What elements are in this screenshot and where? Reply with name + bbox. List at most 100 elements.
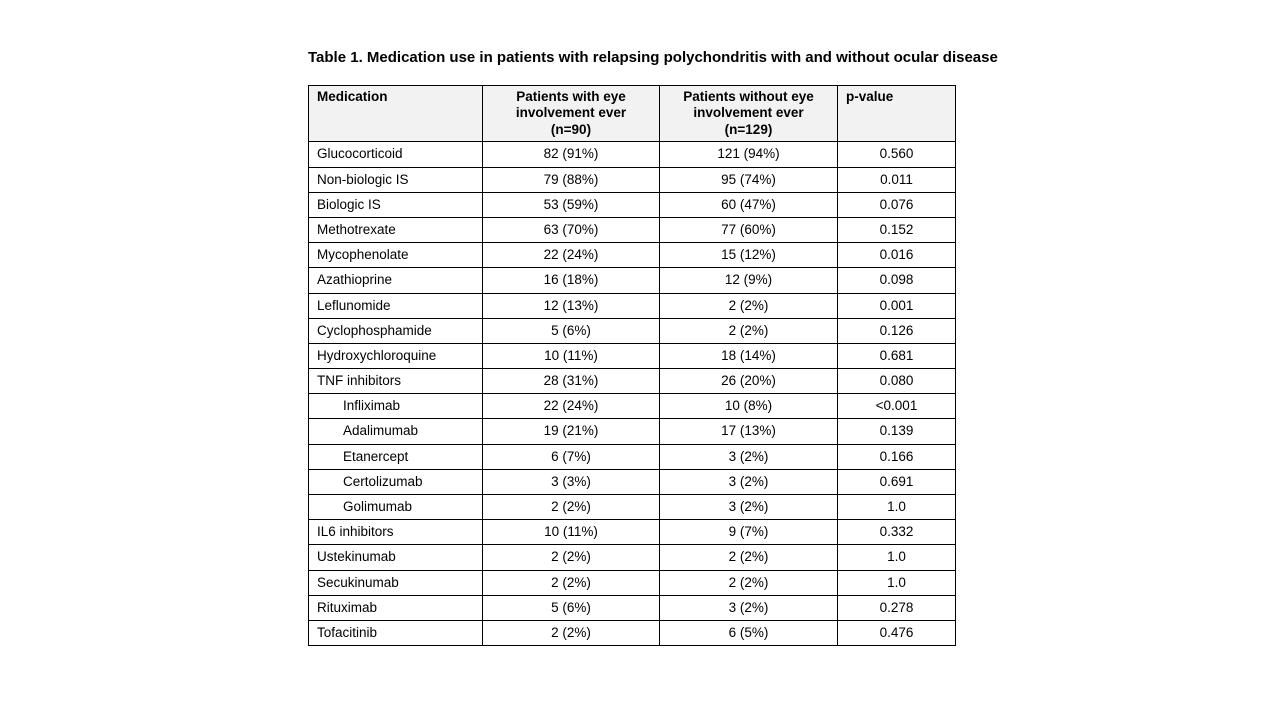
medication-cell: TNF inhibitors <box>308 368 483 395</box>
eye-involvement-cell: 3 (3%) <box>482 468 660 496</box>
medication-table: Medication Patients with eye involvement … <box>308 84 956 647</box>
table-title: Table 1. Medication use in patients with… <box>308 49 998 66</box>
table-row: Tofacitinib 2 (2%) 6 (5%) 0.476 <box>308 619 956 647</box>
eye-involvement-cell: 22 (24%) <box>482 242 660 269</box>
p-value-cell: 0.016 <box>837 242 956 269</box>
medication-cell: Rituximab <box>308 594 483 621</box>
column-header: Patients without eye involvement ever (n… <box>659 84 838 143</box>
table-row: Adalimumab 19 (21%) 17 (13%) 0.139 <box>308 418 956 445</box>
no-eye-involvement-cell: 95 (74%) <box>659 166 838 193</box>
eye-involvement-cell: 19 (21%) <box>482 418 660 445</box>
medication-cell: Azathioprine <box>308 267 483 294</box>
p-value-cell: 0.166 <box>837 443 956 470</box>
medication-cell: IL6 inhibitors <box>308 519 483 546</box>
no-eye-involvement-cell: 2 (2%) <box>659 569 838 596</box>
medication-cell: Infliximab <box>308 393 483 420</box>
table-row: Infliximab 22 (24%) 10 (8%) <0.001 <box>308 393 956 420</box>
column-header: p-value <box>837 84 956 143</box>
eye-involvement-cell: 2 (2%) <box>482 569 660 596</box>
p-value-cell: 0.139 <box>837 418 956 445</box>
table-row: Leflunomide 12 (13%) 2 (2%) 0.001 <box>308 292 956 319</box>
eye-involvement-cell: 2 (2%) <box>482 619 660 647</box>
p-value-cell: 0.080 <box>837 368 956 395</box>
eye-involvement-cell: 6 (7%) <box>482 443 660 470</box>
no-eye-involvement-cell: 77 (60%) <box>659 216 838 244</box>
p-value-cell: 0.560 <box>837 141 956 168</box>
p-value-cell: 1.0 <box>837 569 956 596</box>
p-value-cell: 0.476 <box>837 619 956 647</box>
eye-involvement-cell: 5 (6%) <box>482 317 660 344</box>
medication-cell: Etanercept <box>308 443 483 470</box>
eye-involvement-cell: 12 (13%) <box>482 292 660 319</box>
p-value-cell: 1.0 <box>837 544 956 571</box>
eye-involvement-cell: 5 (6%) <box>482 594 660 621</box>
medication-cell: Biologic IS <box>308 191 483 218</box>
column-header: Medication <box>308 84 483 143</box>
eye-involvement-cell: 82 (91%) <box>482 141 660 168</box>
p-value-cell: 0.126 <box>837 317 956 344</box>
table-row: Certolizumab 3 (3%) 3 (2%) 0.691 <box>308 468 956 496</box>
eye-involvement-cell: 53 (59%) <box>482 191 660 218</box>
eye-involvement-cell: 10 (11%) <box>482 519 660 546</box>
table-row: Non-biologic IS 79 (88%) 95 (74%) 0.011 <box>308 166 956 193</box>
p-value-cell: 0.098 <box>837 267 956 294</box>
header-row: Medication Patients with eye involvement … <box>308 84 956 143</box>
table-row: Mycophenolate 22 (24%) 15 (12%) 0.016 <box>308 242 956 269</box>
no-eye-involvement-cell: 18 (14%) <box>659 342 838 370</box>
medication-cell: Mycophenolate <box>308 242 483 269</box>
p-value-cell: 0.152 <box>837 216 956 244</box>
table-row: Etanercept 6 (7%) 3 (2%) 0.166 <box>308 443 956 470</box>
no-eye-involvement-cell: 26 (20%) <box>659 368 838 395</box>
eye-involvement-cell: 16 (18%) <box>482 267 660 294</box>
eye-involvement-cell: 2 (2%) <box>482 544 660 571</box>
table-container: Table 1. Medication use in patients with… <box>308 0 998 647</box>
no-eye-involvement-cell: 12 (9%) <box>659 267 838 294</box>
table-row: Golimumab 2 (2%) 3 (2%) 1.0 <box>308 494 956 521</box>
column-header: Patients with eye involvement ever (n=90… <box>482 84 660 143</box>
p-value-cell: 0.681 <box>837 342 956 370</box>
table-row: Ustekinumab 2 (2%) 2 (2%) 1.0 <box>308 544 956 571</box>
table-row: Methotrexate 63 (70%) 77 (60%) 0.152 <box>308 216 956 244</box>
no-eye-involvement-cell: 15 (12%) <box>659 242 838 269</box>
table-row: Secukinumab 2 (2%) 2 (2%) 1.0 <box>308 569 956 596</box>
eye-involvement-cell: 10 (11%) <box>482 342 660 370</box>
no-eye-involvement-cell: 17 (13%) <box>659 418 838 445</box>
no-eye-involvement-cell: 10 (8%) <box>659 393 838 420</box>
medication-cell: Leflunomide <box>308 292 483 319</box>
table-row: Cyclophosphamide 5 (6%) 2 (2%) 0.126 <box>308 317 956 344</box>
table-row: IL6 inhibitors 10 (11%) 9 (7%) 0.332 <box>308 519 956 546</box>
no-eye-involvement-cell: 3 (2%) <box>659 443 838 470</box>
table-row: Biologic IS 53 (59%) 60 (47%) 0.076 <box>308 191 956 218</box>
table-row: Azathioprine 16 (18%) 12 (9%) 0.098 <box>308 267 956 294</box>
medication-cell: Adalimumab <box>308 418 483 445</box>
table-row: Hydroxychloroquine 10 (11%) 18 (14%) 0.681 <box>308 342 956 370</box>
medication-cell: Methotrexate <box>308 216 483 244</box>
p-value-cell: 0.691 <box>837 468 956 496</box>
eye-involvement-cell: 2 (2%) <box>482 494 660 521</box>
table-header: Medication Patients with eye involvement … <box>308 84 956 143</box>
no-eye-involvement-cell: 2 (2%) <box>659 292 838 319</box>
medication-cell: Cyclophosphamide <box>308 317 483 344</box>
medication-cell: Golimumab <box>308 494 483 521</box>
no-eye-involvement-cell: 3 (2%) <box>659 494 838 521</box>
medication-cell: Hydroxychloroquine <box>308 342 483 370</box>
eye-involvement-cell: 79 (88%) <box>482 166 660 193</box>
eye-involvement-cell: 22 (24%) <box>482 393 660 420</box>
medication-cell: Certolizumab <box>308 468 483 496</box>
table-row: Rituximab 5 (6%) 3 (2%) 0.278 <box>308 594 956 621</box>
medication-cell: Tofacitinib <box>308 619 483 647</box>
no-eye-involvement-cell: 3 (2%) <box>659 468 838 496</box>
p-value-cell: 0.011 <box>837 166 956 193</box>
p-value-cell: 0.001 <box>837 292 956 319</box>
no-eye-involvement-cell: 2 (2%) <box>659 317 838 344</box>
table-row: Glucocorticoid 82 (91%) 121 (94%) 0.560 <box>308 141 956 168</box>
table-row: TNF inhibitors 28 (31%) 26 (20%) 0.080 <box>308 368 956 395</box>
no-eye-involvement-cell: 60 (47%) <box>659 191 838 218</box>
medication-cell: Secukinumab <box>308 569 483 596</box>
no-eye-involvement-cell: 6 (5%) <box>659 619 838 647</box>
medication-cell: Glucocorticoid <box>308 141 483 168</box>
eye-involvement-cell: 63 (70%) <box>482 216 660 244</box>
p-value-cell: 0.076 <box>837 191 956 218</box>
no-eye-involvement-cell: 121 (94%) <box>659 141 838 168</box>
